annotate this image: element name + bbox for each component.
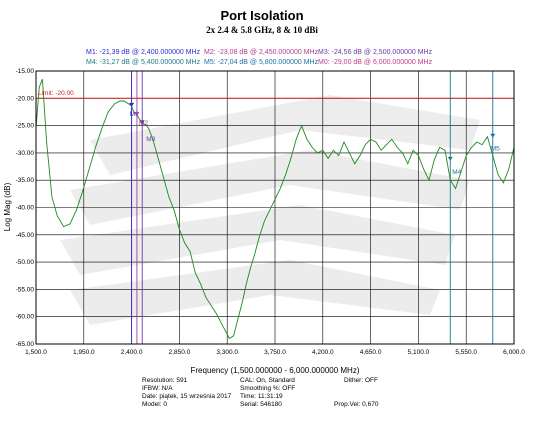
- x-tick-label: 2,400.0: [121, 349, 143, 356]
- x-tick-label: 2,850.0: [169, 349, 191, 356]
- x-tick-label: 3,750.0: [264, 349, 286, 356]
- info-resolution: Resolution: 591: [142, 377, 188, 384]
- marker-point-m3: [139, 120, 145, 125]
- chart-subtitle: 2x 2.4 & 5.8 GHz, 8 & 10 dBi: [206, 25, 318, 35]
- info-serial: Serial: 546180: [240, 401, 282, 408]
- x-tick-label: 5,550.0: [455, 349, 477, 356]
- x-tick-label: 4,650.0: [360, 349, 382, 356]
- x-tick-label: 3,300.0: [216, 349, 238, 356]
- y-tick-label: -55.00: [16, 286, 35, 293]
- y-tick-label: -40.00: [16, 205, 35, 212]
- y-axis-label: Log Mag (dB): [3, 182, 12, 231]
- y-tick-label: -50.00: [16, 259, 35, 266]
- y-tick-label: -35.00: [16, 177, 35, 184]
- marker-readout-m0: M0: -29,00 dB @ 6,000.000000 MHz: [318, 59, 433, 66]
- watermark-logo: [60, 95, 480, 325]
- info-prop-vel: Prop.Vel: 0,670: [334, 401, 379, 408]
- series-line: [35, 79, 515, 340]
- x-tick-label: 6,000.0: [503, 349, 525, 356]
- y-tick-label: -45.00: [16, 232, 35, 239]
- marker-label-m2: M2: [139, 120, 148, 127]
- chart-title: Port Isolation: [220, 8, 303, 23]
- marker-label-m3: M3: [146, 136, 155, 143]
- x-tick-label: 5,100.0: [408, 349, 430, 356]
- info-model: Model: 0: [142, 401, 167, 408]
- plot-frame: [35, 70, 515, 345]
- marker-point-m1: [129, 102, 135, 107]
- y-tick-label: -15.00: [16, 68, 35, 75]
- x-axis-label: Frequency (1,500.000000 - 6,000.000000 M…: [191, 366, 360, 375]
- y-tick-label: -60.00: [16, 314, 35, 321]
- limit-label: Limit: -20.00: [38, 90, 74, 97]
- marker-label-m5: M5: [491, 146, 500, 153]
- info-ifbw: IFBW: N/A: [142, 385, 173, 392]
- x-tick-labels: 1,500.0 1,950.0 2,400.0 2,850.0 3,300.0 3,750…: [25, 349, 525, 356]
- marker-readout-m2: M2: -23,08 dB @ 2,450.000000 MHz: [204, 49, 319, 56]
- marker-label-m1: M1: [130, 111, 139, 118]
- y-tick-label: -65.00: [16, 341, 35, 348]
- marker-readout-m3: M3: -24,56 dB @ 2,500.000000 MHz: [318, 49, 433, 56]
- y-tick-label: -25.00: [16, 123, 35, 130]
- info-cal: CAL: On, Standard: [240, 377, 295, 384]
- marker-point-m2: [134, 112, 140, 117]
- marker-readout-m1: M1: -21,39 dB @ 2,400.000000 MHz: [86, 49, 201, 56]
- x-tick-label: 1,950.0: [73, 349, 95, 356]
- info-dither: Dither: OFF: [344, 377, 378, 384]
- marker-lines: [131, 71, 494, 344]
- marker-label-m4: M4: [452, 169, 461, 176]
- y-tick-labels: -15.00 -20.00 -25.00 -30.00 -35.00 -40.00 -45.…: [16, 68, 35, 348]
- info-time: Time: 11:31:19: [240, 393, 283, 400]
- info-date: Date: piątek, 15 września 2017: [142, 393, 232, 400]
- marker-readout-m5: M5: -27,04 dB @ 5,800.000000 MHz: [204, 59, 319, 66]
- marker-point-m5: [490, 133, 496, 138]
- y-tick-label: -30.00: [16, 150, 35, 157]
- marker-point-m4: [447, 156, 453, 161]
- marker-readout-m4: M4: -31,27 dB @ 5,400.000000 MHz: [86, 59, 201, 66]
- x-tick-label: 4,200.0: [312, 349, 334, 356]
- x-tick-label: 1,500.0: [25, 349, 47, 356]
- y-tick-label: -20.00: [16, 95, 35, 102]
- info-smoothing: Smoothing %: OFF: [240, 385, 295, 392]
